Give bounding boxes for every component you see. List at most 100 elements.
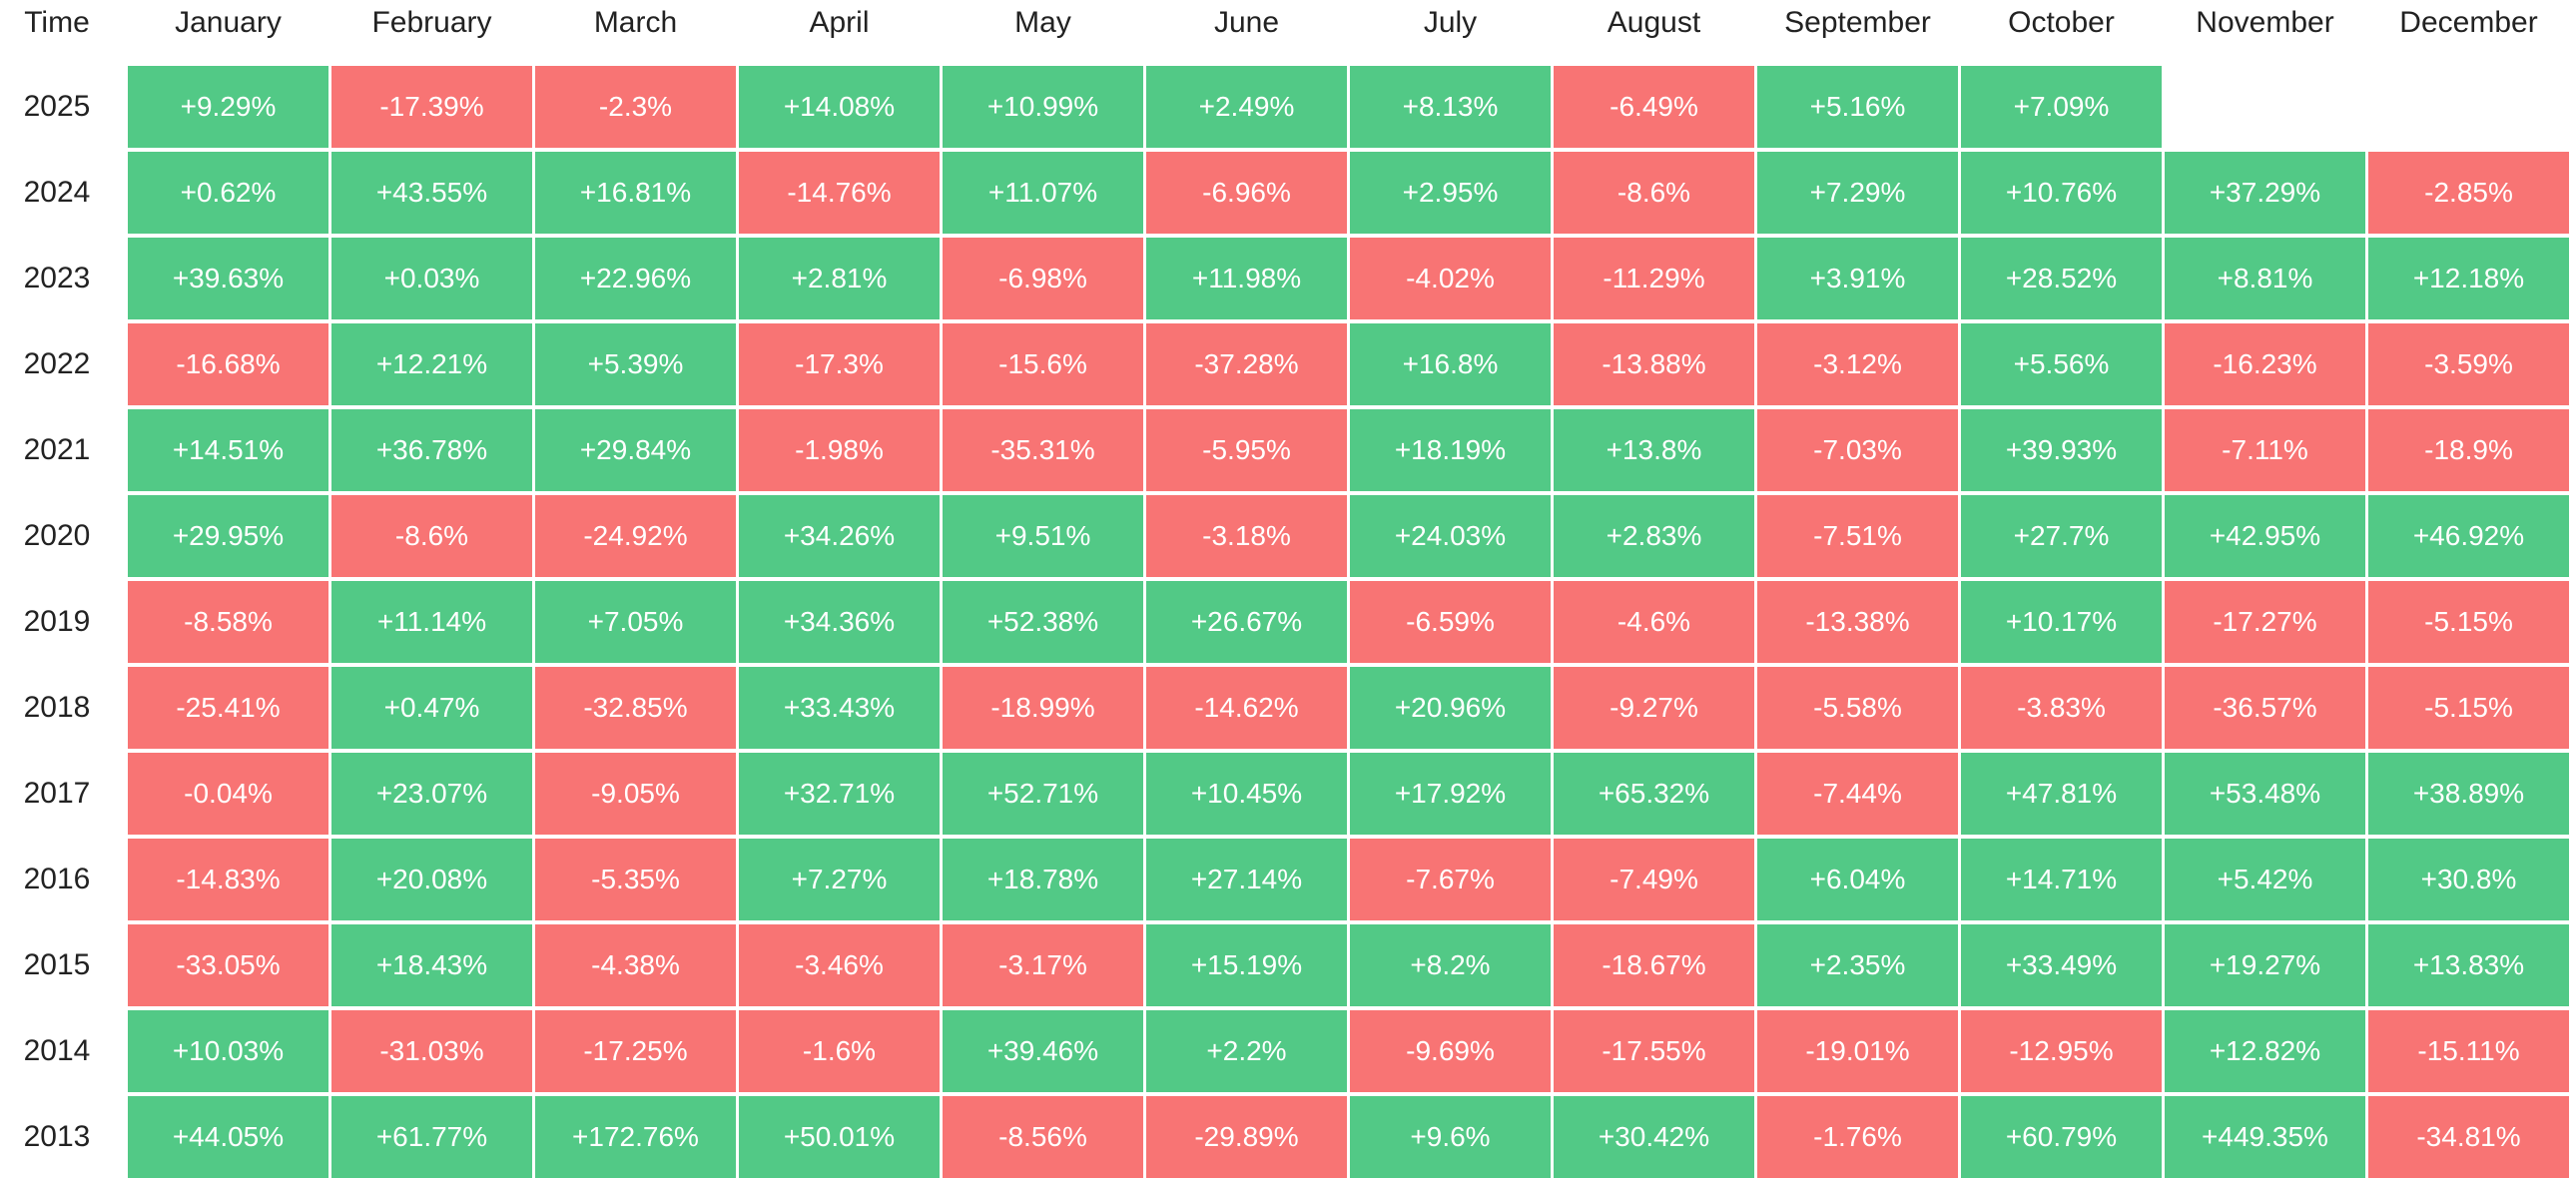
return-cell: +6.04%: [1757, 839, 1958, 920]
return-cell: -15.6%: [943, 323, 1143, 405]
return-cell: +9.6%: [1350, 1096, 1551, 1178]
return-cell: -17.3%: [739, 323, 940, 405]
return-cell: +3.91%: [1757, 238, 1958, 319]
return-cell: -13.88%: [1554, 323, 1754, 405]
return-cell: +8.2%: [1350, 924, 1551, 1006]
return-cell: +172.76%: [535, 1096, 736, 1178]
return-cell: +0.62%: [128, 152, 328, 234]
return-cell: -16.23%: [2165, 323, 2365, 405]
return-cell: -18.9%: [2368, 409, 2569, 491]
return-cell: -12.95%: [1961, 1010, 2162, 1092]
return-cell: -8.6%: [1554, 152, 1754, 234]
return-cell: +20.08%: [331, 839, 532, 920]
return-cell: -11.29%: [1554, 238, 1754, 319]
return-cell: -5.15%: [2368, 667, 2569, 749]
return-cell: -7.51%: [1757, 495, 1958, 577]
return-cell: +7.05%: [535, 581, 736, 663]
year-label: 2018: [23, 691, 91, 724]
returns-table: Time January February March April May June July…: [23, 6, 2569, 1178]
return-cell: -17.39%: [331, 66, 532, 148]
return-cell: +2.81%: [739, 238, 940, 319]
column-header: October: [2008, 6, 2115, 39]
return-cell: +29.84%: [535, 409, 736, 491]
return-cell: -14.83%: [128, 839, 328, 920]
return-cell: +10.03%: [128, 1010, 328, 1092]
return-cell: -6.98%: [943, 238, 1143, 319]
return-cell: +60.79%: [1961, 1096, 2162, 1178]
return-cell: -25.41%: [128, 667, 328, 749]
return-cell: -3.12%: [1757, 323, 1958, 405]
column-header: September: [1784, 6, 1931, 39]
return-cell: +27.7%: [1961, 495, 2162, 577]
return-cell: +50.01%: [739, 1096, 940, 1178]
return-cell: +10.17%: [1961, 581, 2162, 663]
return-cell: +5.16%: [1757, 66, 1958, 148]
return-cell: -9.05%: [535, 753, 736, 835]
return-cell: +28.52%: [1961, 238, 2162, 319]
year-label: 2017: [23, 777, 91, 810]
return-cell: +36.78%: [331, 409, 532, 491]
return-cell: -1.98%: [739, 409, 940, 491]
return-cell: +22.96%: [535, 238, 736, 319]
return-cell: -4.02%: [1350, 238, 1551, 319]
return-cell: +19.27%: [2165, 924, 2365, 1006]
return-cell: -5.15%: [2368, 581, 2569, 663]
year-label: 2024: [23, 176, 91, 209]
return-cell: +5.56%: [1961, 323, 2162, 405]
column-header: December: [2399, 6, 2538, 39]
return-cell: +14.71%: [1961, 839, 2162, 920]
return-cell: +34.36%: [739, 581, 940, 663]
return-cell: +42.95%: [2165, 495, 2365, 577]
return-cell: +15.19%: [1146, 924, 1347, 1006]
return-cell: -16.68%: [128, 323, 328, 405]
return-cell: -37.28%: [1146, 323, 1347, 405]
return-cell: -19.01%: [1757, 1010, 1958, 1092]
return-cell: +9.29%: [128, 66, 328, 148]
return-cell: -7.67%: [1350, 839, 1551, 920]
return-cell: -4.6%: [1554, 581, 1754, 663]
return-cell: -13.38%: [1757, 581, 1958, 663]
return-cell: +18.19%: [1350, 409, 1551, 491]
return-cell: +11.98%: [1146, 238, 1347, 319]
return-cell: +18.78%: [943, 839, 1143, 920]
return-cell: +16.81%: [535, 152, 736, 234]
column-header: March: [593, 6, 678, 39]
return-cell: -8.6%: [331, 495, 532, 577]
return-cell: +44.05%: [128, 1096, 328, 1178]
year-label: 2021: [23, 433, 91, 466]
return-cell: +9.51%: [943, 495, 1143, 577]
column-header: Time: [24, 6, 90, 39]
return-cell: -2.85%: [2368, 152, 2569, 234]
return-cell: +24.03%: [1350, 495, 1551, 577]
return-cell: -6.49%: [1554, 66, 1754, 148]
column-header: November: [2196, 6, 2334, 39]
return-cell: +17.92%: [1350, 753, 1551, 835]
return-cell: +11.14%: [331, 581, 532, 663]
return-cell: +11.07%: [943, 152, 1143, 234]
return-cell: -0.04%: [128, 753, 328, 835]
return-cell: +10.99%: [943, 66, 1143, 148]
year-label: 2014: [23, 1034, 91, 1067]
column-header: June: [1213, 6, 1280, 39]
return-cell: +8.13%: [1350, 66, 1551, 148]
return-cell: +2.35%: [1757, 924, 1958, 1006]
year-label: 2015: [23, 948, 91, 981]
return-cell: +38.89%: [2368, 753, 2569, 835]
return-cell: -9.69%: [1350, 1010, 1551, 1092]
return-cell: +29.95%: [128, 495, 328, 577]
column-header: January: [175, 6, 282, 39]
return-cell: -5.35%: [535, 839, 736, 920]
return-cell: +12.21%: [331, 323, 532, 405]
return-cell: +30.8%: [2368, 839, 2569, 920]
return-cell: +39.93%: [1961, 409, 2162, 491]
return-cell: -3.83%: [1961, 667, 2162, 749]
return-cell: -35.31%: [943, 409, 1143, 491]
year-label: 2022: [23, 347, 91, 380]
return-cell: +13.8%: [1554, 409, 1754, 491]
return-cell: +20.96%: [1350, 667, 1551, 749]
return-cell: +33.43%: [739, 667, 940, 749]
return-cell: -14.62%: [1146, 667, 1347, 749]
return-cell: -4.38%: [535, 924, 736, 1006]
return-cell: +53.48%: [2165, 753, 2365, 835]
return-cell: +47.81%: [1961, 753, 2162, 835]
